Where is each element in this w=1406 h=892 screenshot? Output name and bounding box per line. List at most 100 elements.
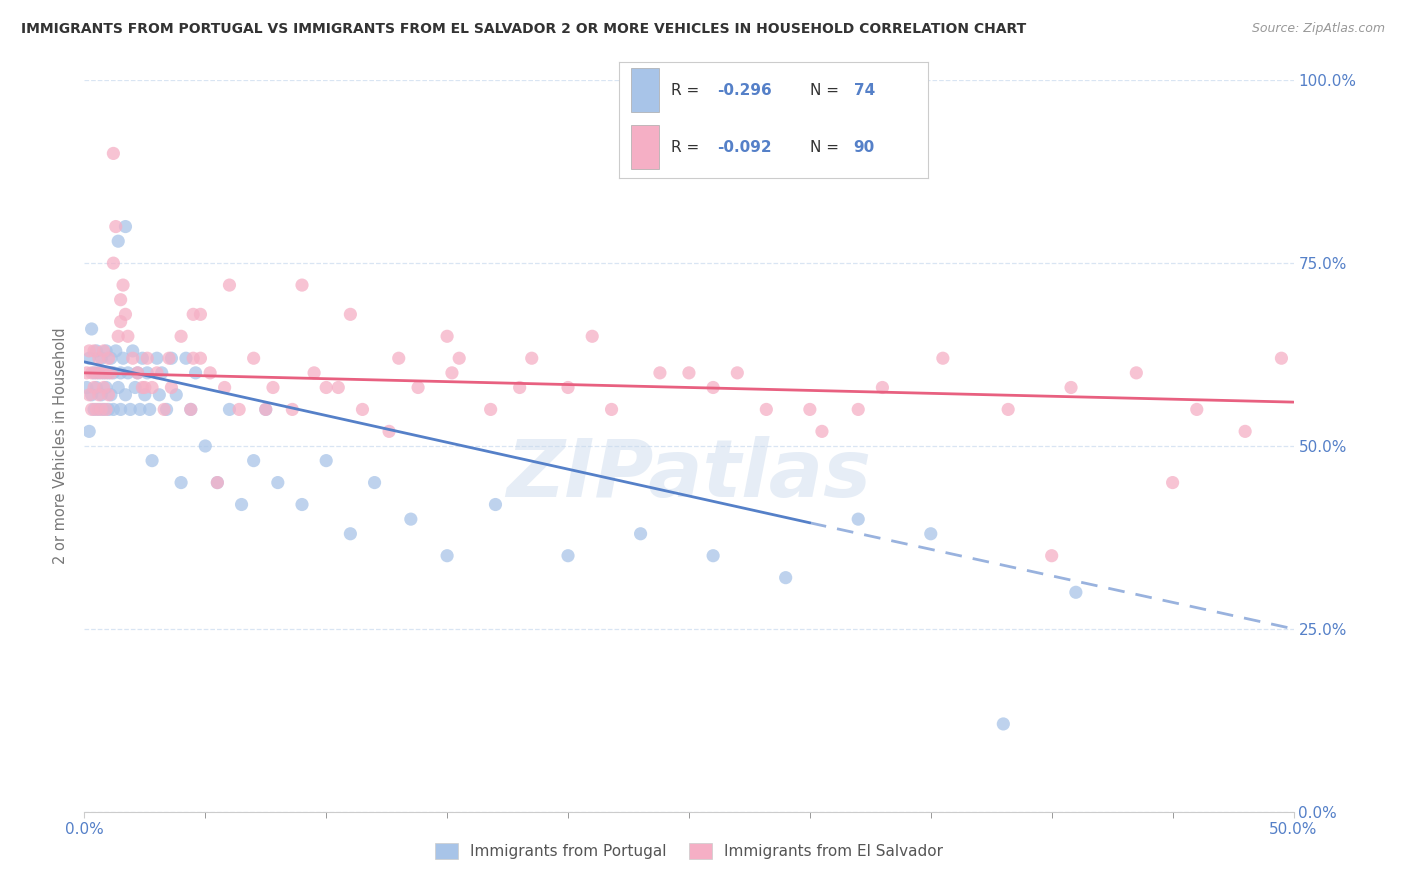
Point xyxy=(83,380,105,394)
Point xyxy=(110,293,132,307)
Point xyxy=(97,366,120,380)
Point xyxy=(509,380,531,394)
Point xyxy=(406,380,429,394)
Point xyxy=(702,549,724,563)
Point xyxy=(1185,402,1208,417)
Point xyxy=(339,307,361,321)
Point xyxy=(363,475,385,490)
Point xyxy=(110,366,132,380)
Point xyxy=(174,351,197,366)
Text: 90: 90 xyxy=(853,139,875,154)
Point xyxy=(80,388,103,402)
Point xyxy=(121,343,143,358)
Point xyxy=(148,388,170,402)
Point xyxy=(702,380,724,394)
Point xyxy=(124,380,146,394)
Text: N =: N = xyxy=(810,83,844,98)
Point xyxy=(399,512,422,526)
Point xyxy=(134,388,156,402)
Point xyxy=(76,366,98,380)
Point xyxy=(94,380,117,394)
Point xyxy=(291,498,314,512)
Point xyxy=(94,402,117,417)
Point xyxy=(87,351,110,366)
Point xyxy=(80,322,103,336)
Point xyxy=(678,366,700,380)
Point xyxy=(141,380,163,394)
Point xyxy=(100,388,122,402)
Point xyxy=(581,329,603,343)
Point xyxy=(388,351,411,366)
Point xyxy=(932,351,955,366)
Point xyxy=(86,343,108,358)
Text: IMMIGRANTS FROM PORTUGAL VS IMMIGRANTS FROM EL SALVADOR 2 OR MORE VEHICLES IN HO: IMMIGRANTS FROM PORTUGAL VS IMMIGRANTS F… xyxy=(21,22,1026,37)
Point xyxy=(131,380,153,394)
Point xyxy=(846,512,869,526)
Point xyxy=(157,351,180,366)
Point xyxy=(97,388,120,402)
Text: ZIPatlas: ZIPatlas xyxy=(506,436,872,515)
Point xyxy=(228,402,250,417)
FancyBboxPatch shape xyxy=(631,68,659,112)
Point xyxy=(90,366,112,380)
Point xyxy=(198,366,221,380)
Point xyxy=(600,402,623,417)
Point xyxy=(755,402,778,417)
Point xyxy=(110,315,132,329)
Point xyxy=(90,402,112,417)
Text: 74: 74 xyxy=(853,83,875,98)
Point xyxy=(160,380,183,394)
Point xyxy=(86,380,108,394)
Point xyxy=(1161,475,1184,490)
Point xyxy=(262,380,284,394)
Point xyxy=(117,329,139,343)
Point xyxy=(328,380,350,394)
Point xyxy=(87,366,110,380)
Point xyxy=(242,351,264,366)
Point xyxy=(107,234,129,248)
Text: Source: ZipAtlas.com: Source: ZipAtlas.com xyxy=(1251,22,1385,36)
Point xyxy=(315,453,337,467)
Point xyxy=(121,351,143,366)
Point xyxy=(449,351,471,366)
Point xyxy=(484,498,506,512)
Point xyxy=(131,351,153,366)
FancyBboxPatch shape xyxy=(631,125,659,169)
Point xyxy=(103,146,125,161)
Point xyxy=(77,425,100,439)
Point xyxy=(93,380,115,394)
Point xyxy=(440,366,463,380)
Point xyxy=(315,380,337,394)
Point xyxy=(207,475,229,490)
Point xyxy=(112,351,135,366)
Point xyxy=(291,278,314,293)
Point xyxy=(339,526,361,541)
Point xyxy=(846,402,869,417)
Point xyxy=(110,402,132,417)
Point xyxy=(1040,549,1063,563)
Point xyxy=(80,402,103,417)
Point xyxy=(90,388,112,402)
Point xyxy=(86,366,108,380)
Point xyxy=(267,475,290,490)
Point xyxy=(799,402,821,417)
Point xyxy=(170,475,193,490)
Point xyxy=(180,402,202,417)
Y-axis label: 2 or more Vehicles in Household: 2 or more Vehicles in Household xyxy=(53,327,69,565)
Point xyxy=(94,366,117,380)
Point xyxy=(993,717,1015,731)
Point xyxy=(77,351,100,366)
Point xyxy=(104,343,127,358)
Point xyxy=(165,388,187,402)
Point xyxy=(134,380,156,394)
Point xyxy=(80,366,103,380)
Point xyxy=(94,343,117,358)
Point xyxy=(218,278,240,293)
Point xyxy=(146,351,169,366)
Point xyxy=(93,366,115,380)
Point xyxy=(1234,425,1257,439)
Point xyxy=(997,402,1019,417)
Point xyxy=(153,402,176,417)
Point xyxy=(811,425,834,439)
Text: N =: N = xyxy=(810,139,844,154)
